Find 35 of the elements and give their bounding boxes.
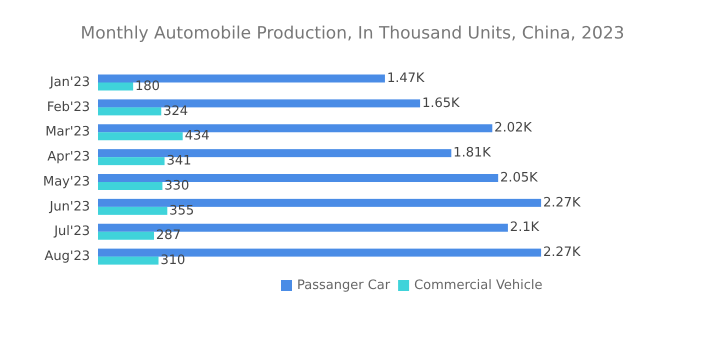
bar	[98, 182, 162, 190]
data-label: 2.27K	[543, 195, 582, 210]
data-label: 1.65K	[422, 96, 460, 111]
legend-label: Commercial Vehicle	[414, 278, 542, 293]
data-label: 2.27K	[543, 245, 582, 260]
y-tick-label: Mar'23	[45, 124, 90, 140]
y-tick-label: Feb'23	[46, 100, 90, 115]
y-tick-label: Jul'23	[53, 224, 90, 240]
data-label: 2.02K	[494, 120, 532, 136]
bar	[98, 132, 183, 140]
bar	[98, 232, 154, 240]
data-label: 2.05K	[500, 170, 538, 186]
data-label: 324	[163, 104, 188, 119]
y-tick-label: May'23	[43, 174, 90, 190]
data-label: 1.47K	[386, 70, 425, 86]
data-label: 330	[164, 178, 190, 194]
data-label: 434	[184, 128, 210, 144]
bar	[98, 107, 162, 116]
data-label: 341	[166, 154, 192, 169]
data-label: 310	[160, 253, 186, 268]
data-label: 287	[156, 228, 181, 244]
legend-label: Passanger Car	[297, 278, 391, 293]
bar	[98, 256, 159, 265]
chart-title: Monthly Automobile Production, In Thousand Units, China, 2023	[80, 24, 624, 44]
data-label: 180	[135, 78, 160, 94]
bar	[98, 206, 168, 215]
y-tick-label: Aug'23	[44, 249, 90, 264]
y-tick-label: Jun'23	[48, 199, 90, 214]
data-label: 2.1K	[510, 220, 540, 236]
bar	[98, 157, 165, 166]
data-label: 355	[169, 203, 194, 218]
data-label: 1.81K	[453, 146, 492, 161]
bar	[98, 82, 134, 90]
y-tick-label: Jan'23	[48, 74, 90, 90]
y-tick-label: Apr'23	[47, 150, 90, 165]
